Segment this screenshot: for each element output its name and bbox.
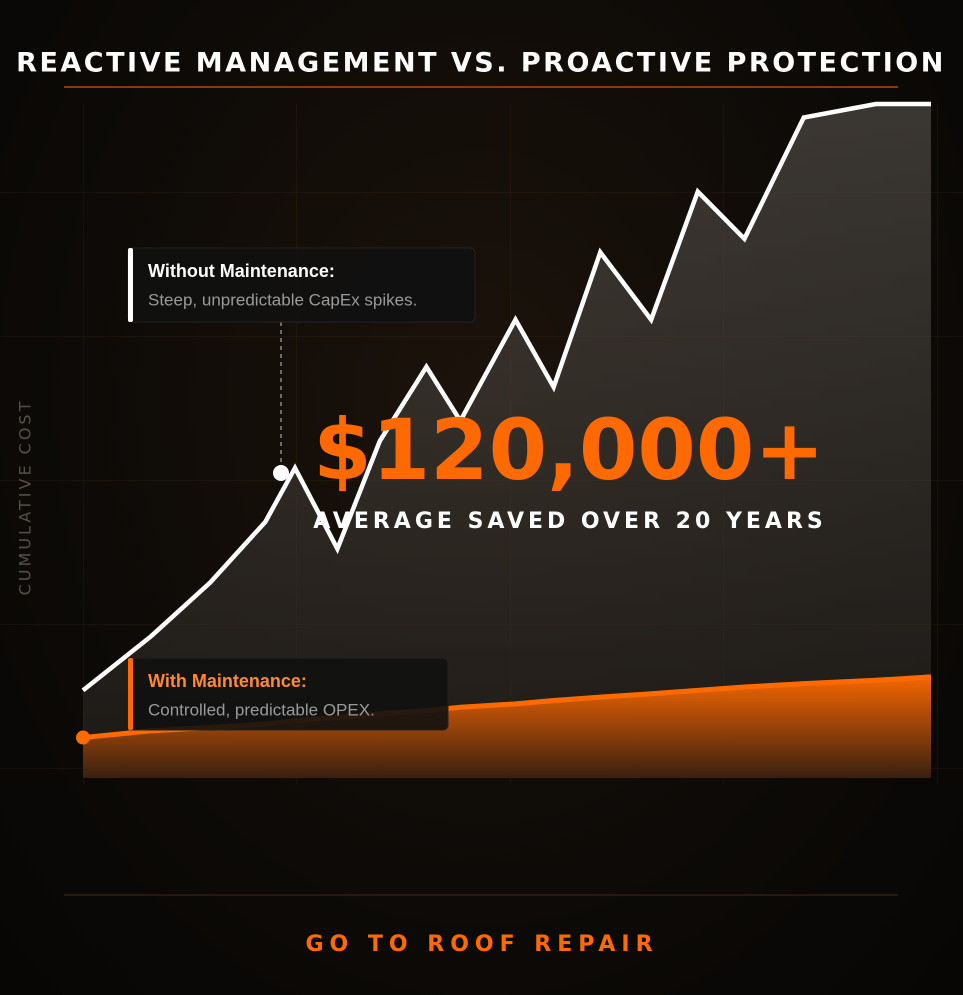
area xyxy=(83,104,931,778)
annotation-box xyxy=(127,247,476,323)
y-axis-label: CUMULATIVE COST xyxy=(16,399,35,596)
annotation-title: With Maintenance: xyxy=(148,671,307,691)
plot: Without Maintenance: Steep, unpredictable… xyxy=(76,101,932,778)
annotation-bar xyxy=(128,248,133,322)
start-point xyxy=(76,730,90,745)
area xyxy=(83,676,931,778)
series-line xyxy=(81,101,931,693)
title: REACTIVE MANAGEMENT VS. PROACTIVE PROTEC… xyxy=(16,48,946,79)
footer-link[interactable]: GO TO ROOF REPAIR xyxy=(305,932,658,957)
highlight-value: $120,000+ xyxy=(313,401,824,499)
annotation-title: Without Maintenance: xyxy=(148,261,335,281)
pointer-dot xyxy=(273,465,289,481)
annotation-text: Steep, unpredictable CapEx spikes. xyxy=(148,290,417,309)
highlight-caption: AVERAGE SAVED OVER 20 YEARS xyxy=(313,509,826,534)
annotation-text: Controlled, predictable OPEX. xyxy=(148,700,375,719)
annotation-bar xyxy=(128,658,133,730)
